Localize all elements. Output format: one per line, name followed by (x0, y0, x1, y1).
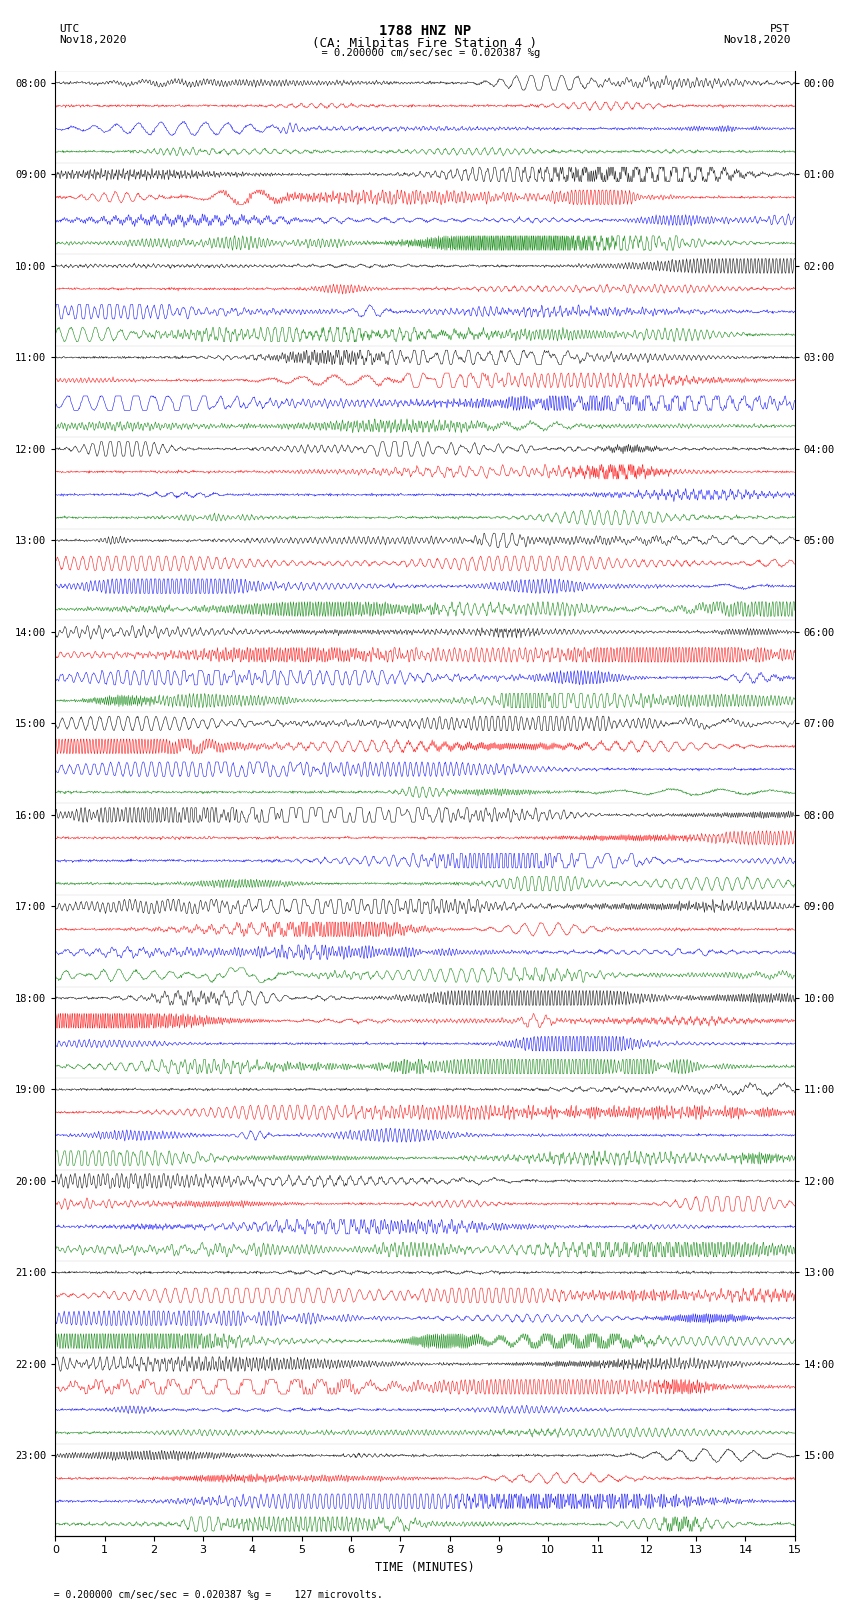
Text: PST: PST (770, 24, 790, 34)
Text: (CA: Milpitas Fire Station 4 ): (CA: Milpitas Fire Station 4 ) (313, 37, 537, 50)
X-axis label: TIME (MINUTES): TIME (MINUTES) (375, 1561, 475, 1574)
Text: = 0.200000 cm/sec/sec = 0.020387 %g =    127 microvolts.: = 0.200000 cm/sec/sec = 0.020387 %g = 12… (42, 1590, 383, 1600)
Text: Nov18,2020: Nov18,2020 (60, 35, 127, 45)
Text: = 0.200000 cm/sec/sec = 0.020387 %g: = 0.200000 cm/sec/sec = 0.020387 %g (309, 48, 541, 58)
Text: Nov18,2020: Nov18,2020 (723, 35, 791, 45)
Text: UTC: UTC (60, 24, 80, 34)
Text: 1788 HNZ NP: 1788 HNZ NP (379, 24, 471, 39)
